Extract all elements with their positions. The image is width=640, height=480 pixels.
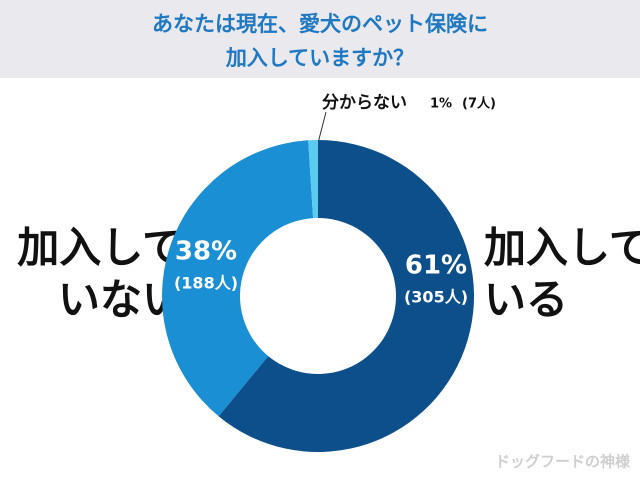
value-label: 38% bbox=[175, 237, 237, 267]
count-label: (305人) bbox=[404, 288, 468, 307]
leader-line bbox=[317, 111, 327, 144]
title: あなたは現在、愛犬のペット保険に bbox=[152, 12, 488, 36]
count-label: (7人) bbox=[462, 96, 496, 112]
donut-slice bbox=[162, 140, 314, 417]
donut-slice bbox=[218, 140, 474, 452]
count-label: (188人) bbox=[174, 274, 238, 293]
value-label: 1% bbox=[430, 97, 452, 112]
donut-slice bbox=[308, 140, 318, 219]
category-label: 分からない bbox=[322, 93, 407, 113]
title: 加入していますか？ bbox=[225, 46, 415, 70]
title-bar: あなたは現在、愛犬のペット保険に 加入していますか？ bbox=[0, 0, 640, 78]
value-label: 61% bbox=[405, 251, 467, 281]
category-label: 加入している bbox=[484, 223, 640, 324]
watermark: ドッグフードの神様 bbox=[495, 453, 631, 471]
